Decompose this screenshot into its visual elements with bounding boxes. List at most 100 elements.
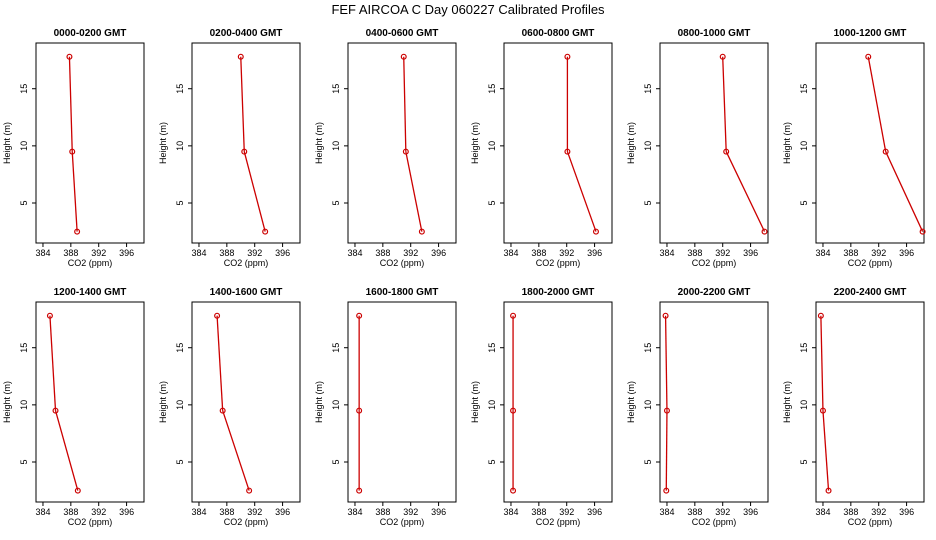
- chart-panel: 2000-2200 GMT 384 388 392 396 5 10 15 CO2 (ppm) H…: [626, 287, 769, 527]
- y-tick-label: 5: [799, 459, 809, 464]
- data-point: [663, 407, 670, 414]
- x-tick-label: 384: [815, 248, 830, 258]
- panel-title: 2200-2400 GMT: [834, 287, 907, 298]
- x-tick-label: 392: [871, 248, 886, 258]
- x-tick-label: 392: [559, 507, 574, 517]
- profile-line-segment: [867, 56, 887, 152]
- y-axis-label: Height (m): [158, 122, 168, 164]
- y-tick-label: 15: [799, 84, 809, 94]
- y-tick-label: 15: [799, 343, 809, 353]
- data-point: [66, 53, 73, 60]
- profile-line-segment: [243, 151, 266, 232]
- x-tick-label: 396: [119, 248, 134, 258]
- plot-frame: [659, 301, 769, 503]
- x-axis-label: CO2 (ppm): [68, 517, 113, 527]
- x-tick-label: 384: [503, 248, 518, 258]
- plot-frame: [815, 42, 925, 244]
- profile-line-segment: [822, 410, 830, 491]
- data-point: [510, 312, 517, 319]
- x-axis-label: CO2 (ppm): [848, 517, 893, 527]
- x-tick-label: 384: [503, 507, 518, 517]
- data-point: [510, 487, 517, 494]
- y-axis-label: Height (m): [782, 122, 792, 164]
- panel-title: 0400-0600 GMT: [366, 28, 439, 39]
- y-tick-label: 5: [487, 459, 497, 464]
- panel-title: 1800-2000 GMT: [522, 287, 595, 298]
- y-tick-label: 5: [643, 459, 653, 464]
- data-point: [882, 148, 889, 155]
- chart-panel: 1000-1200 GMT 384 388 392 396 5 10 15 CO2 (ppm) H…: [782, 28, 926, 268]
- y-tick-label: 10: [487, 400, 497, 410]
- y-tick-label: 15: [175, 343, 185, 353]
- data-point: [262, 228, 269, 235]
- profile-line-segment: [820, 315, 824, 411]
- profile-line-segment: [722, 56, 727, 152]
- y-tick-label: 5: [175, 200, 185, 205]
- profile-line-segment: [71, 151, 78, 232]
- x-tick-label: 396: [899, 248, 914, 258]
- plot-frame: [815, 301, 925, 503]
- x-tick-label: 384: [347, 248, 362, 258]
- data-point: [356, 312, 363, 319]
- x-axis-label: CO2 (ppm): [848, 258, 893, 268]
- x-tick-label: 388: [63, 507, 78, 517]
- profile-line-segment: [68, 56, 73, 152]
- chart-panel: 2200-2400 GMT 384 388 392 396 5 10 15 CO2 (ppm) H…: [782, 287, 925, 527]
- x-tick-label: 392: [715, 507, 730, 517]
- profile-line-segment: [49, 315, 57, 411]
- data-point: [825, 487, 832, 494]
- y-tick-label: 15: [487, 343, 497, 353]
- y-tick-label: 10: [643, 400, 653, 410]
- x-tick-label: 388: [843, 507, 858, 517]
- plot-frame: [503, 301, 613, 503]
- data-point: [241, 148, 248, 155]
- x-tick-label: 384: [35, 248, 50, 258]
- plot-frame: [191, 42, 301, 244]
- data-point: [400, 53, 407, 60]
- data-point: [418, 228, 425, 235]
- data-point: [219, 407, 226, 414]
- y-tick-label: 5: [175, 459, 185, 464]
- x-tick-label: 388: [375, 248, 390, 258]
- data-point: [817, 312, 824, 319]
- x-tick-label: 396: [119, 507, 134, 517]
- x-tick-label: 388: [531, 507, 546, 517]
- x-tick-label: 388: [219, 507, 234, 517]
- data-point: [246, 487, 253, 494]
- y-axis-label: Height (m): [626, 381, 636, 423]
- y-tick-label: 15: [487, 84, 497, 94]
- x-tick-label: 392: [247, 507, 262, 517]
- y-tick-label: 5: [331, 200, 341, 205]
- plot-frame: [35, 42, 145, 244]
- x-tick-label: 384: [35, 507, 50, 517]
- data-point: [919, 228, 926, 235]
- x-tick-label: 392: [715, 248, 730, 258]
- chart-panel: 0200-0400 GMT 384 388 392 396 5 10 15 CO2 (ppm) H…: [158, 28, 301, 268]
- chart-panel: 1200-1400 GMT 384 388 392 396 5 10 15 CO2 (ppm) H…: [2, 287, 145, 527]
- x-tick-label: 384: [191, 248, 206, 258]
- y-tick-label: 10: [643, 141, 653, 151]
- data-point: [723, 148, 730, 155]
- profile-line-segment: [222, 410, 250, 491]
- profile-line-segment: [885, 151, 924, 232]
- y-tick-label: 10: [19, 400, 29, 410]
- x-tick-label: 396: [587, 248, 602, 258]
- profile-line-segment: [665, 410, 668, 491]
- x-tick-label: 388: [687, 248, 702, 258]
- y-tick-label: 10: [331, 141, 341, 151]
- y-tick-label: 5: [487, 200, 497, 205]
- x-tick-label: 396: [587, 507, 602, 517]
- y-tick-label: 15: [331, 343, 341, 353]
- y-tick-label: 15: [175, 84, 185, 94]
- x-tick-label: 396: [743, 248, 758, 258]
- chart-panel: 1600-1800 GMT 384 388 392 396 5 10 15 CO2 (ppm) H…: [314, 287, 457, 527]
- panel-title: 1200-1400 GMT: [54, 287, 127, 298]
- plot-frame: [659, 42, 769, 244]
- x-tick-label: 384: [347, 507, 362, 517]
- data-point: [564, 53, 571, 60]
- x-axis-label: CO2 (ppm): [380, 517, 425, 527]
- panel-title: 0000-0200 GMT: [54, 28, 127, 39]
- y-axis-label: Height (m): [158, 381, 168, 423]
- y-axis-label: Height (m): [2, 381, 12, 423]
